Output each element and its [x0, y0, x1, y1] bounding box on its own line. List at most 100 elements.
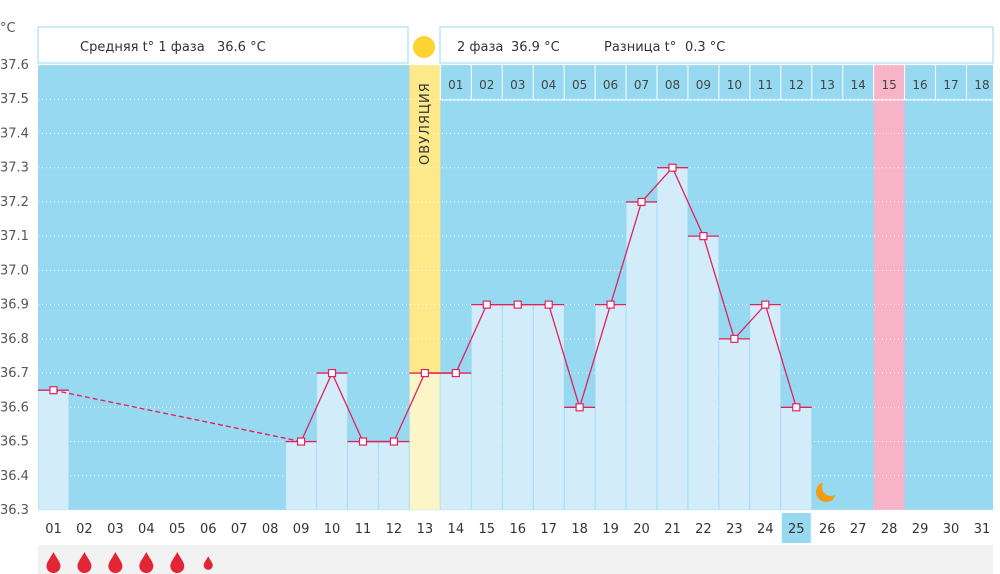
phase2-day-label: 12 [789, 78, 804, 92]
data-point[interactable] [296, 437, 306, 446]
data-point[interactable] [761, 300, 770, 309]
bar [657, 167, 688, 511]
line-segment [733, 304, 766, 340]
data-point[interactable] [575, 403, 584, 412]
y-tick-label: 37.6 [0, 58, 29, 73]
x-tick-label[interactable]: 06 [200, 522, 217, 537]
x-tick-label[interactable]: 18 [571, 522, 588, 537]
period-drop-icon [203, 556, 213, 570]
phase2-day-label: 10 [727, 78, 742, 92]
x-tick-label[interactable]: 09 [293, 522, 310, 537]
data-point[interactable] [730, 334, 739, 343]
line-segment [331, 372, 364, 442]
x-tick-label[interactable]: 26 [819, 522, 836, 537]
phase2-day-label: 18 [974, 78, 989, 92]
x-tick-label[interactable]: 27 [850, 522, 867, 537]
data-point[interactable] [606, 300, 615, 309]
bar [626, 201, 657, 511]
phase2-day-label: 02 [479, 78, 494, 92]
data-point[interactable] [792, 403, 801, 412]
period-drop-icon [77, 552, 92, 573]
data-point[interactable] [358, 437, 368, 446]
phase2-value: 36.9 °C [511, 40, 560, 55]
x-tick-label[interactable]: 13 [417, 522, 434, 537]
x-axis-labels: 01 02 03 04 05 06 07 08 09 10 11 12 13 14 15 16 17 18 19 20… [45, 513, 990, 543]
data-point[interactable] [49, 386, 58, 395]
x-tick-label[interactable]: 02 [76, 522, 93, 537]
bar [471, 304, 502, 511]
y-tick-label: 37.3 [0, 161, 29, 176]
phase2-day-labels: 01 02 03 04 05 06 07 08 09 10 11 12 13 14 15 16 17 18 [448, 78, 989, 92]
line-segment [548, 304, 581, 408]
data-point[interactable] [668, 163, 677, 172]
y-tick-label: 36.9 [0, 298, 29, 313]
x-tick-label[interactable]: 29 [912, 522, 929, 537]
bar [688, 235, 719, 511]
data-point[interactable] [451, 368, 460, 378]
y-tick-label: 36.6 [0, 400, 29, 415]
x-tick-label[interactable]: 08 [262, 522, 279, 537]
x-tick-label[interactable]: 11 [355, 522, 372, 537]
data-point[interactable] [699, 232, 708, 241]
x-tick-label[interactable]: 28 [881, 522, 898, 537]
unit-label: °C [0, 21, 16, 36]
y-tick-label: 37.0 [0, 263, 29, 278]
y-tick-label: 36.5 [0, 435, 29, 450]
phase2-day-label: 07 [634, 78, 649, 92]
dashed-segment [53, 389, 302, 443]
line-segment [609, 201, 643, 305]
x-tick-label[interactable]: 03 [107, 522, 124, 537]
x-tick-label[interactable]: 20 [633, 522, 650, 537]
phase1-value: 36.6 °C [217, 40, 266, 55]
period-drop-icon [139, 552, 154, 573]
x-tick-label[interactable]: 30 [943, 522, 960, 537]
header-phase2-box [439, 26, 994, 64]
x-tick-label[interactable]: 15 [479, 522, 496, 537]
bar [440, 372, 472, 511]
x-tick-label[interactable]: 14 [448, 522, 465, 537]
period-row [38, 545, 993, 574]
x-tick-label[interactable]: 31 [974, 522, 991, 537]
x-tick-label[interactable]: 19 [602, 522, 619, 537]
period-drop-icon [170, 552, 185, 573]
line-segment [764, 304, 797, 408]
line-segment [702, 235, 735, 340]
data-point[interactable] [389, 437, 399, 446]
bar [409, 372, 441, 511]
bar [533, 304, 564, 511]
x-tick-label[interactable]: 16 [509, 522, 526, 537]
phase2-day-label: 04 [541, 78, 556, 92]
x-tick-label[interactable]: 21 [664, 522, 681, 537]
x-tick-label[interactable]: 24 [757, 522, 774, 537]
data-point[interactable] [482, 300, 491, 309]
x-tick-label[interactable]: 25 [788, 522, 805, 537]
x-tick-label[interactable]: 12 [386, 522, 403, 537]
data-point[interactable] [544, 300, 553, 309]
period-drop-icon [46, 552, 61, 573]
x-tick-label[interactable]: 07 [231, 522, 248, 537]
x-tick-label[interactable]: 05 [169, 522, 186, 537]
phase2-day-label: 11 [758, 78, 773, 92]
x-tick-label[interactable]: 23 [726, 522, 743, 537]
phase2-day-label: 17 [943, 78, 958, 92]
y-tick-label: 37.1 [0, 229, 29, 244]
line-segment [579, 304, 612, 408]
gridlines [38, 64, 998, 511]
bar [316, 372, 348, 511]
data-point[interactable] [637, 197, 646, 207]
x-tick-label[interactable]: 10 [324, 522, 341, 537]
data-point[interactable] [327, 368, 337, 378]
period-marks [38, 545, 993, 574]
phase2-day-label: 09 [696, 78, 711, 92]
line-segment [455, 304, 488, 374]
bar [38, 389, 69, 511]
x-tick-label[interactable]: 01 [45, 522, 62, 537]
data-point[interactable] [513, 300, 522, 309]
x-tick-label[interactable]: 04 [138, 522, 155, 537]
x-tick-label[interactable]: 17 [540, 522, 557, 537]
data-point[interactable] [420, 368, 429, 378]
x-tick-label[interactable]: 22 [695, 522, 712, 537]
background-layer [409, 65, 905, 510]
phase2-day-label: 03 [510, 78, 525, 92]
